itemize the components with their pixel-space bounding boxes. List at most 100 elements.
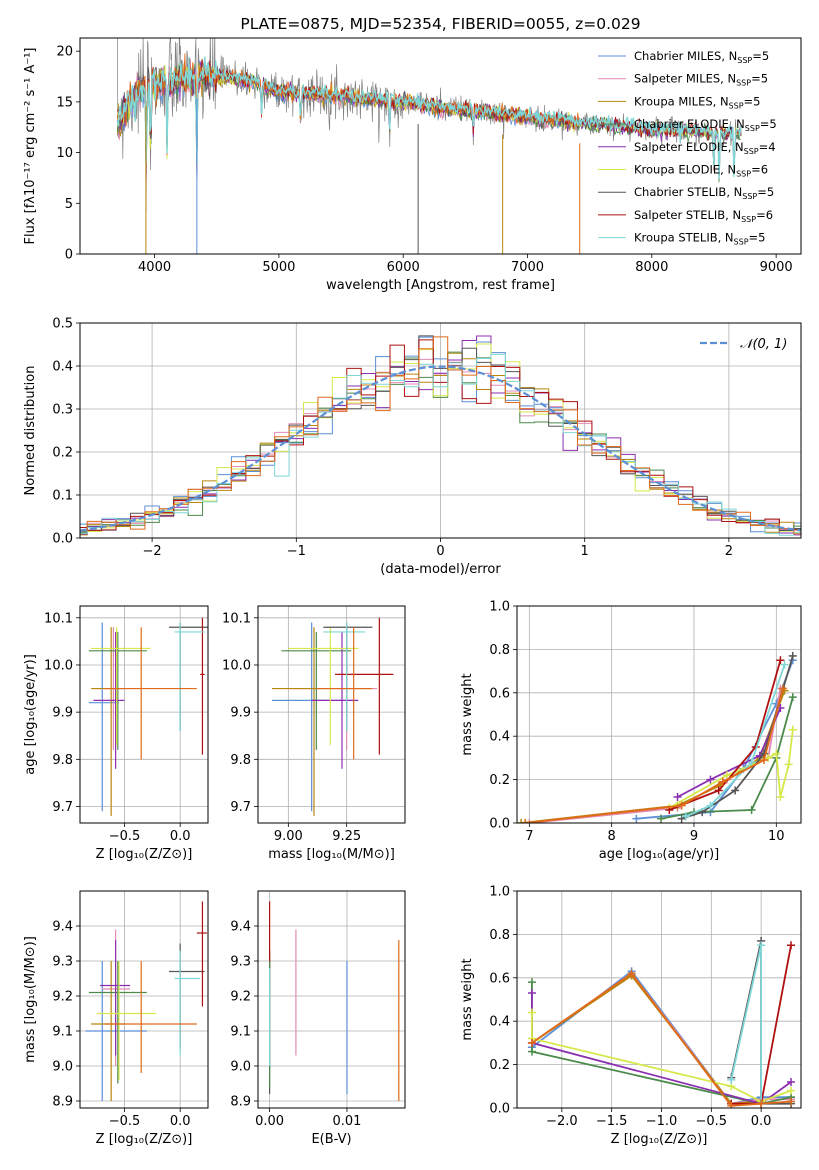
weight-series: [521, 690, 786, 823]
y-tick-label: 9.2: [52, 990, 73, 1005]
y-tick-label: 0: [65, 248, 73, 263]
errorbars: [88, 617, 208, 816]
x-tick-label: −0.5: [109, 1114, 141, 1129]
weight-marker: [677, 814, 686, 823]
y-tick-label: 0.4: [489, 730, 510, 745]
age_vs_Z-panel: −0.5 0.0 9.7 9.8 9.9 10.0 10.1 Z [log₁₀(Z/Z⊙)] a…: [23, 605, 209, 862]
weight-marker: [776, 792, 785, 801]
y-tick-label: 20: [56, 45, 73, 60]
y-axis-label: mass weight: [460, 673, 475, 755]
weight-series: [525, 688, 784, 823]
errorbar-point: [100, 940, 131, 1056]
y-tick-label: 0.4: [489, 1015, 510, 1030]
x-tick-label: 6000: [387, 260, 420, 275]
y-tick-label: 0.3: [52, 403, 73, 418]
y-tick-label: 10.0: [222, 658, 251, 673]
weight-marker: [706, 775, 715, 784]
weight-marker: [757, 941, 766, 950]
legend-entry: Kroupa STELIB, NSSP=5: [634, 231, 765, 247]
y-axis-label: mass [log₁₀(M/M⊙)]: [23, 936, 38, 1063]
age_vs_mass-panel: 9.00 9.25 9.7 9.8 9.9 10.0 10.1 mass [log₁₀(M/M…: [222, 605, 406, 862]
errorbar-point: [281, 631, 352, 750]
y-tick-label: 0.8: [489, 643, 510, 658]
y-tick-label: 10.0: [44, 658, 73, 673]
y-tick-label: 9.7: [230, 800, 251, 815]
y-tick-label: 9.1: [230, 1025, 251, 1040]
massweight_vs_Z-panel: −2.0 −1.5 −1.0 −0.5 0.0 0.0 0.2 0.4 0.6 0.8 1.0 Z […: [460, 885, 802, 1147]
weight-marker: [517, 819, 526, 823]
weight-lines: [527, 936, 796, 1108]
x-tick-label: −1.5: [596, 1114, 628, 1129]
weight-marker: [788, 725, 797, 734]
y-tick-label: 0.0: [52, 532, 73, 547]
legend-entry: Chabrier ELODIE, NSSP=5: [634, 117, 777, 133]
model-spectrum: [116, 56, 742, 179]
x-tick-label: 2: [725, 544, 733, 559]
weight-marker: [521, 819, 530, 823]
gaussian-curve: [80, 365, 801, 532]
x-tick-label: 0.0: [170, 829, 191, 844]
x-tick-label: 9: [690, 829, 698, 844]
y-tick-label: 9.1: [52, 1025, 73, 1040]
axes-frame: [79, 605, 209, 824]
weight-marker: [727, 1101, 736, 1108]
weight-marker: [706, 801, 715, 810]
y-tick-label: 9.2: [230, 990, 251, 1005]
weight-marker: [727, 1075, 736, 1084]
errorbar-point: [91, 627, 151, 746]
y-tick-label: 9.8: [230, 753, 251, 768]
errorbar-point: [104, 961, 197, 1073]
y-tick-label: 0.4: [52, 360, 73, 375]
legend-entry: Kroupa MILES, NSSP=5: [634, 94, 760, 110]
x-tick-label: −1.0: [646, 1114, 678, 1129]
chart-title: PLATE=0875, MJD=52354, FIBERID=0055, z=0…: [240, 15, 640, 33]
y-tick-label: 9.3: [230, 955, 251, 970]
y-axis-label: age [log₁₀(age/yr)]: [23, 654, 38, 775]
x-tick-label: 1: [581, 544, 589, 559]
errorbar-point: [335, 617, 394, 755]
y-tick-label: 0.0: [489, 1102, 510, 1117]
weight-marker: [681, 812, 690, 821]
x-tick-label: 0.0: [751, 1114, 772, 1129]
weight-marker: [527, 1047, 536, 1056]
y-axis-label: mass weight: [460, 958, 475, 1040]
x-tick-label: 7: [525, 829, 533, 844]
errorbar-point: [200, 617, 205, 755]
x-axis-label: E(B-V): [311, 1132, 351, 1147]
spectrum-lines: [116, 38, 742, 254]
y-tick-label: 10.1: [222, 611, 251, 626]
y-tick-label: 1.0: [489, 885, 510, 900]
weight-marker: [778, 684, 787, 693]
legend-entry: Salpeter STELIB, NSSP=6: [634, 208, 773, 224]
y-axis-label: Flux [fλ10⁻¹⁷ erg cm⁻² s⁻¹ A⁻¹]: [23, 48, 38, 245]
x-tick-label: −2.0: [546, 1114, 578, 1129]
errorbar-point: [174, 622, 205, 732]
weight-marker: [677, 801, 686, 810]
weight-marker: [787, 1086, 796, 1095]
x-tick-label: −0.5: [696, 1114, 728, 1129]
histograms: [80, 335, 801, 536]
errorbar-point: [174, 950, 201, 1056]
weight-marker: [714, 786, 723, 795]
weight-marker: [632, 814, 641, 823]
x-tick-label: −0.5: [109, 829, 141, 844]
spectrum-panel: 4000 5000 6000 7000 8000 9000 0 5 10 15 20 waveleng…: [23, 15, 802, 293]
weight-series: [529, 688, 782, 823]
x-tick-label: 9000: [760, 260, 793, 275]
errorbars: [85, 901, 207, 1101]
errorbar-point: [96, 961, 156, 1080]
x-axis-label: Z [log₁₀(Z/Z⊙)]: [96, 847, 193, 862]
x-axis-label: (data-model)/error: [380, 562, 501, 577]
errorbar-point: [323, 622, 366, 732]
y-tick-label: 8.9: [52, 1095, 73, 1110]
weight-marker: [747, 805, 756, 814]
y-tick-label: 9.7: [52, 800, 73, 815]
legend-entry: Chabrier MILES, NSSP=5: [634, 49, 769, 65]
x-tick-label: 0.0: [170, 1114, 191, 1129]
x-tick-label: 8: [608, 829, 616, 844]
y-tick-label: 1.0: [489, 600, 510, 615]
y-tick-label: 0.2: [489, 773, 510, 788]
weight-marker: [627, 969, 636, 978]
y-tick-label: 0.5: [52, 317, 73, 332]
